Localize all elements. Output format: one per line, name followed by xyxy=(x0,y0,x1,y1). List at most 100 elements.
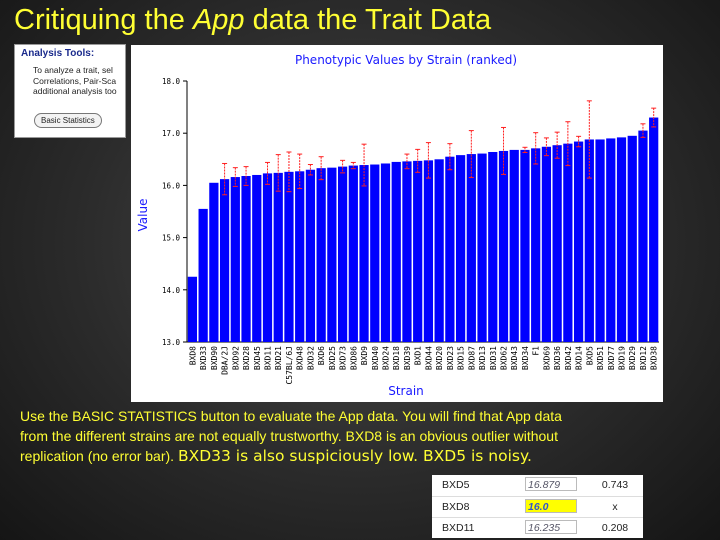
caption-line-2: from the different strains are not equal… xyxy=(20,428,558,444)
stats-row: BXD5 16.879 0.743 xyxy=(432,475,643,495)
x-tick-label: BXD92 xyxy=(231,346,240,370)
bar xyxy=(402,161,412,342)
analysis-tools-panel: Analysis Tools: To analyze a trait, sel … xyxy=(14,44,126,138)
caption-line-3: replication (no error bar). BXD33 is als… xyxy=(20,447,532,465)
x-tick-label: BXD6 xyxy=(317,346,326,365)
y-tick-label: 14.0 xyxy=(162,286,181,295)
y-tick-label: 13.0 xyxy=(162,338,181,347)
bar xyxy=(359,165,369,342)
bar xyxy=(573,141,584,342)
bar xyxy=(434,159,444,342)
bar xyxy=(380,163,391,342)
bar xyxy=(616,137,627,342)
bar xyxy=(198,208,208,342)
y-tick-label: 15.0 xyxy=(162,234,181,243)
x-tick-label: BXD90 xyxy=(210,346,219,370)
x-tick-label: F1 xyxy=(532,346,541,356)
x-tick-label: BXD20 xyxy=(435,346,444,370)
stats-row: BXD11 16.235 0.208 xyxy=(432,517,643,538)
x-tick-label: BXD39 xyxy=(403,346,412,370)
bar xyxy=(509,149,519,342)
stats-row: BXD8 16.0 x xyxy=(432,496,643,517)
x-tick-label: BXD5 xyxy=(585,346,594,365)
y-axis-label: Value xyxy=(136,199,150,232)
value-field-highlighted[interactable]: 16.0 xyxy=(525,499,577,513)
bar xyxy=(252,174,262,342)
caption-line-1: Use the BASIC STATISTICS button to evalu… xyxy=(20,408,562,424)
bar xyxy=(295,171,305,342)
bar xyxy=(209,182,219,342)
bar xyxy=(498,150,509,342)
x-tick-label: BXD38 xyxy=(650,346,659,370)
x-tick-label: BXD48 xyxy=(296,346,305,370)
x-tick-label: C57BL/6J xyxy=(285,346,294,385)
bar xyxy=(230,177,240,342)
bar xyxy=(541,146,552,342)
x-tick-label: DBA/2J xyxy=(221,346,230,375)
x-tick-label: BXD19 xyxy=(618,346,627,370)
bar xyxy=(241,176,251,342)
value-field[interactable]: 16.235 xyxy=(525,520,577,534)
x-tick-label: BXD15 xyxy=(457,346,466,370)
x-tick-label: BXD86 xyxy=(349,346,358,370)
x-tick-label: BXD11 xyxy=(264,346,273,370)
strain-name: BXD5 xyxy=(442,479,470,491)
bar xyxy=(284,171,294,342)
phenotype-chart: Phenotypic Values by Strain (ranked) Str… xyxy=(131,45,663,402)
bar xyxy=(445,156,455,342)
x-tick-label: BXD1 xyxy=(414,346,423,365)
x-tick-label: BXD44 xyxy=(424,346,433,370)
x-tick-label: BXD24 xyxy=(382,346,391,370)
x-tick-label: BXD28 xyxy=(242,346,251,370)
se-value: 0.208 xyxy=(601,522,629,534)
bar xyxy=(187,276,198,342)
x-axis-label: Strain xyxy=(388,384,424,398)
x-tick-label: BXD31 xyxy=(489,346,498,370)
bar xyxy=(627,135,637,342)
bar xyxy=(327,167,337,342)
bar xyxy=(606,138,616,342)
bar xyxy=(520,149,530,342)
x-tick-label: BXD21 xyxy=(274,346,283,370)
bar xyxy=(262,173,273,342)
analysis-tools-heading: Analysis Tools: xyxy=(21,48,95,59)
bar xyxy=(531,148,541,342)
bar xyxy=(305,169,316,342)
x-tick-label: BXD14 xyxy=(575,346,584,370)
bar xyxy=(370,164,380,342)
x-tick-label: BXD62 xyxy=(500,346,509,370)
bar xyxy=(477,153,487,342)
x-tick-label: BXD77 xyxy=(607,346,616,370)
bar xyxy=(219,179,230,342)
bar xyxy=(423,160,434,342)
bar xyxy=(348,165,358,342)
x-tick-label: BXD12 xyxy=(639,346,648,370)
phenotype-chart-svg: Phenotypic Values by Strain (ranked) Str… xyxy=(136,53,659,398)
x-tick-label: BXD13 xyxy=(478,346,487,370)
analysis-tools-description: To analyze a trait, sel Correlations, Pa… xyxy=(33,65,117,96)
x-tick-label: BXD42 xyxy=(564,346,573,370)
bar xyxy=(466,154,476,342)
bar xyxy=(584,139,594,342)
x-tick-label: BXD25 xyxy=(328,346,337,370)
basic-statistics-table: BXD5 16.879 0.743 BXD8 16.0 x BXD11 16.2… xyxy=(432,475,643,538)
x-tick-label: BXD51 xyxy=(596,346,605,370)
x-tick-label: BXD43 xyxy=(510,346,519,370)
x-tick-label: BXD40 xyxy=(371,346,380,370)
slide-caption: Use the BASIC STATISTICS button to evalu… xyxy=(20,406,710,466)
bar xyxy=(413,160,423,342)
y-tick-label: 17.0 xyxy=(162,129,181,138)
basic-statistics-button[interactable]: Basic Statistics xyxy=(34,113,102,128)
x-tick-label: BXD45 xyxy=(253,346,262,370)
value-field[interactable]: 16.879 xyxy=(525,477,577,491)
strain-name: BXD11 xyxy=(442,522,475,534)
x-tick-label: BXD34 xyxy=(521,346,530,370)
bar xyxy=(316,168,326,342)
chart-title: Phenotypic Values by Strain (ranked) xyxy=(295,53,517,67)
y-tick-label: 18.0 xyxy=(162,77,181,86)
x-tick-label: BXD18 xyxy=(392,346,401,370)
y-tick-label: 16.0 xyxy=(162,181,181,190)
x-tick-label: BXD87 xyxy=(467,346,476,370)
bar xyxy=(552,145,562,342)
slide-title: Critiquing the App data the Trait Data xyxy=(14,4,492,36)
